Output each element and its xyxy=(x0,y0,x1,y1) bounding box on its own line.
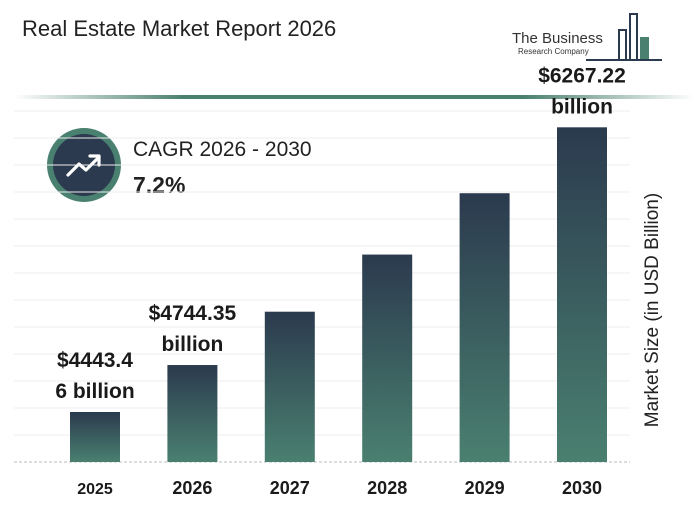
bar-2025 xyxy=(70,412,120,462)
data-label: 6 billion xyxy=(55,380,134,403)
cagr-value: 7.2% xyxy=(133,172,186,198)
logo-subtitle: Research Company xyxy=(518,47,589,56)
bar-2026 xyxy=(167,365,218,462)
x-tick-label: 2025 xyxy=(77,481,113,498)
page-title: Real Estate Market Report 2026 xyxy=(22,16,337,41)
cagr-label: CAGR 2026 - 2030 xyxy=(133,138,312,161)
company-logo: The Business Research Company xyxy=(512,10,664,66)
x-tick-label: 2030 xyxy=(562,478,602,498)
header-divider xyxy=(14,95,694,99)
logo-bars-icon xyxy=(586,13,662,61)
bar-2027 xyxy=(264,311,315,462)
data-label: $4744.35 xyxy=(149,302,237,325)
data-label: $4443.4 xyxy=(57,349,133,372)
trend-up-icon xyxy=(66,154,101,177)
data-label: billion xyxy=(161,333,223,356)
y-axis-label: Market Size (in USD Billion) xyxy=(642,192,663,428)
bar-2030 xyxy=(557,127,607,462)
data-label: billion xyxy=(551,95,613,118)
x-tick-label: 2029 xyxy=(465,478,505,498)
bar-2028 xyxy=(362,254,413,462)
logo-name: The Business xyxy=(512,30,603,47)
data-label: $6267.22 xyxy=(538,64,626,87)
x-tick-label: 2027 xyxy=(270,478,310,498)
x-tick-label: 2026 xyxy=(172,478,212,498)
bar-2029 xyxy=(459,193,510,462)
x-tick-label: 2028 xyxy=(367,478,407,498)
